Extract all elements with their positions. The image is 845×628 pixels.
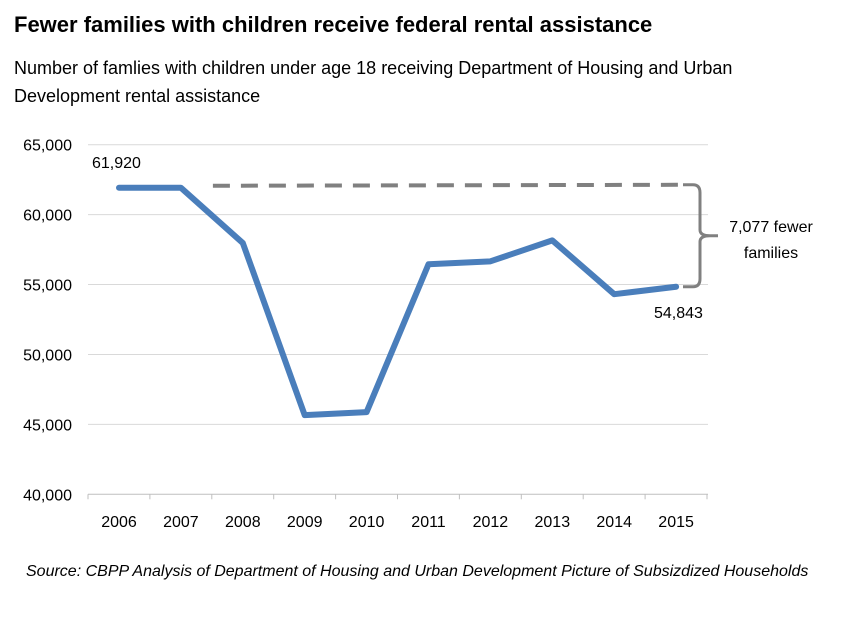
y-tick-label: 60,000 bbox=[23, 208, 72, 225]
x-tick-label: 2014 bbox=[596, 514, 632, 531]
y-tick-label: 65,000 bbox=[23, 138, 72, 155]
chart-subtitle: Number of famlies with children under ag… bbox=[14, 58, 733, 106]
x-tick-label: 2013 bbox=[535, 514, 571, 531]
y-tick-label: 50,000 bbox=[23, 347, 72, 364]
y-tick-label: 40,000 bbox=[23, 487, 72, 504]
x-tick-label: 2007 bbox=[163, 514, 199, 531]
x-tick-label: 2010 bbox=[349, 514, 385, 531]
x-tick-label: 2015 bbox=[658, 514, 694, 531]
reference-dashed-line bbox=[212, 182, 687, 188]
data-label-2006: 61,920 bbox=[92, 155, 141, 172]
x-tick-label: 2008 bbox=[225, 514, 261, 531]
data-label-2015: 54,843 bbox=[654, 305, 703, 322]
y-tick-label: 55,000 bbox=[23, 278, 72, 295]
annotation-line-2: families bbox=[744, 245, 798, 262]
series-line bbox=[116, 184, 680, 419]
annotation-line-1: 7,077 fewer bbox=[729, 219, 813, 236]
x-tick-label: 2009 bbox=[287, 514, 323, 531]
x-tick-label: 2012 bbox=[473, 514, 509, 531]
x-tick-label: 2006 bbox=[101, 514, 137, 531]
source-note: Source: CBPP Analysis of Department of H… bbox=[26, 563, 809, 580]
bracket-annotation bbox=[683, 183, 718, 289]
chart-title: Fewer families with children receive fed… bbox=[14, 12, 653, 37]
x-tick-label: 2011 bbox=[411, 514, 446, 531]
y-tick-label: 45,000 bbox=[23, 417, 72, 434]
